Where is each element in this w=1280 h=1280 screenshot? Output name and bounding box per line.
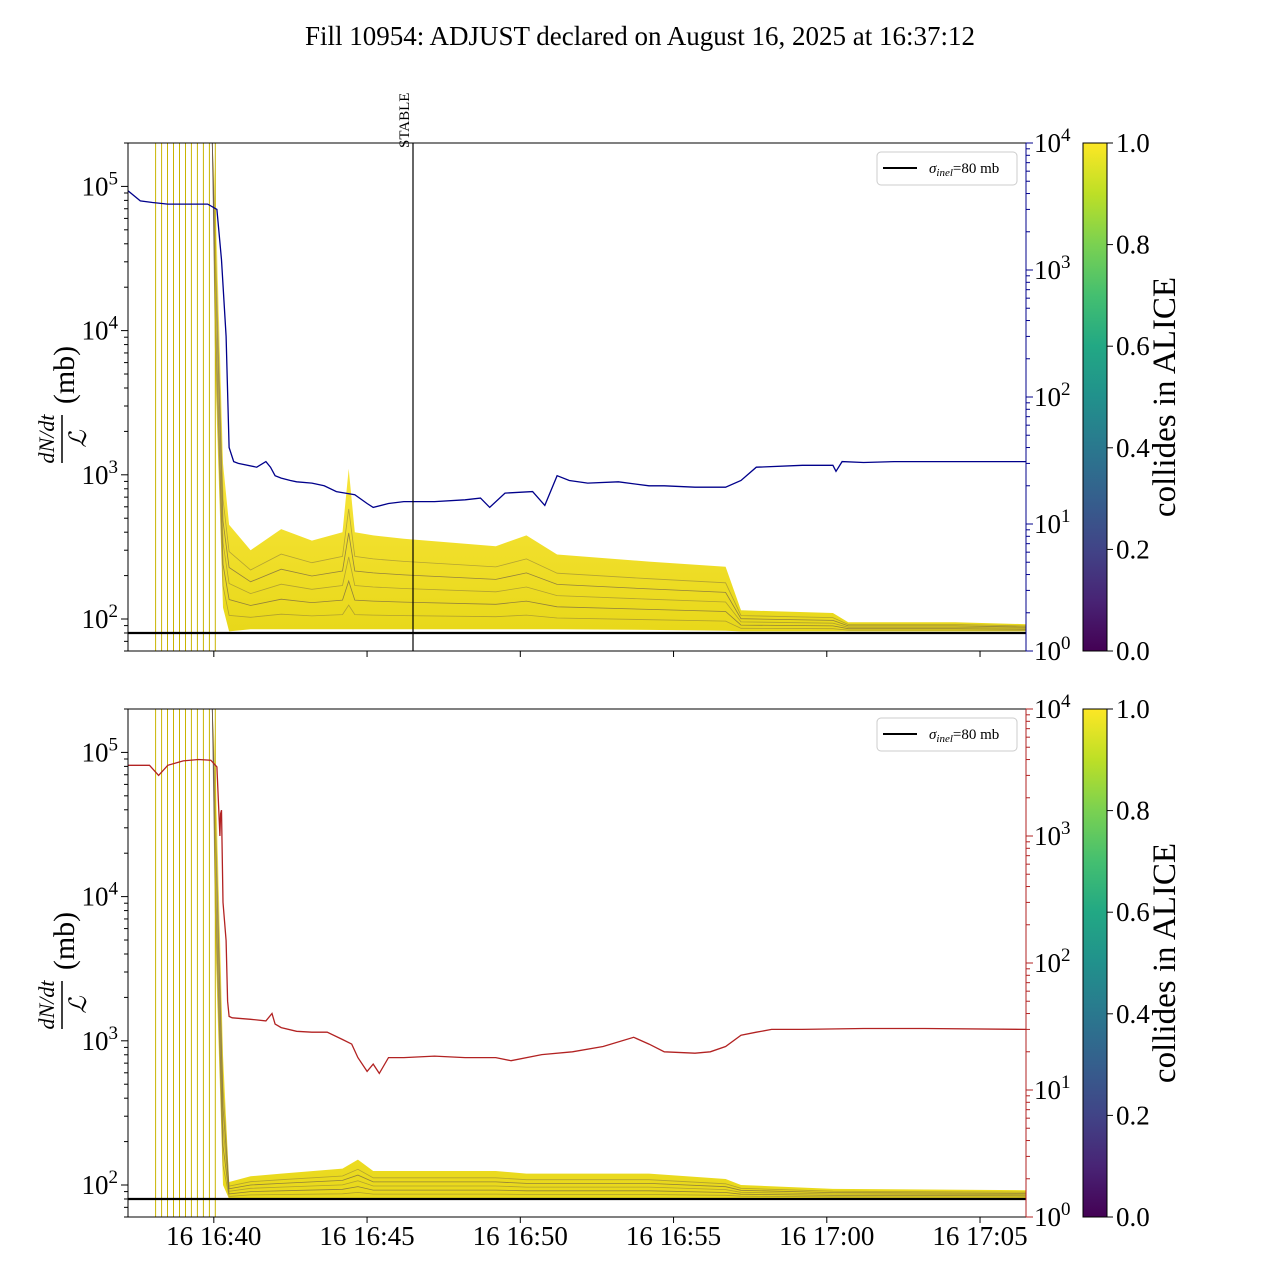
top-x-ticks — [213, 651, 981, 657]
y-tick-label: 104 — [82, 313, 119, 346]
bottom-legend-box — [876, 717, 1018, 752]
y2-tick-label: 104 — [1034, 691, 1071, 724]
bottom-x-ticks: 16 16:40 16 16:45 16 16:50 16 16:55 16 17:00… — [166, 1217, 1028, 1251]
top-y2-ticks: 100 101 102 103 104 — [1026, 125, 1071, 666]
y-tick-label: 103 — [82, 457, 119, 490]
bottom-colorbar-ticks: 0.0 0.2 0.4 0.6 0.8 1.0 — [1107, 694, 1150, 1232]
x-tick-label: 16 16:55 — [626, 1221, 721, 1251]
colorbar-tick-label: 0.4 — [1116, 999, 1150, 1029]
x-tick-label: 16 17:00 — [779, 1221, 874, 1251]
top-bunch-envelope — [155, 143, 1026, 651]
colorbar-tick-label: 0.0 — [1116, 1202, 1150, 1232]
top-colorbar: 0.0 0.2 0.4 0.6 0.8 1.0 collides in ALICE — [1082, 128, 1183, 666]
bunch-trace — [155, 143, 1026, 630]
colorbar-tick-label: 0.0 — [1116, 636, 1150, 666]
bunch-trace — [155, 143, 1026, 627]
right-axis-series-line — [128, 190, 1026, 509]
colorbar-tick-label: 0.8 — [1116, 230, 1150, 260]
y2-tick-label: 103 — [1034, 252, 1071, 285]
bottom-ylabel-numerator: dN/dt — [34, 980, 59, 1030]
y2-tick-label: 101 — [1034, 506, 1071, 539]
bottom-y-ticks: 102 103 104 105 — [82, 708, 128, 1218]
top-legend-text: σinel=80 mb — [929, 161, 999, 179]
top-plot-area — [128, 143, 1026, 651]
bunch-envelope-band — [155, 709, 1026, 1199]
bottom-plot-area — [128, 709, 1026, 1217]
bunch-envelope-band — [155, 143, 1026, 632]
x-tick-label: 16 16:45 — [319, 1221, 414, 1251]
y2-tick-label: 101 — [1034, 1072, 1071, 1105]
y2-tick-label: 104 — [1034, 125, 1071, 158]
x-tick-label: 16 16:40 — [166, 1221, 261, 1251]
bunch-trace — [155, 709, 1026, 1197]
top-y-ticks: 102 103 104 105 — [82, 142, 128, 652]
figure-title: Fill 10954: ADJUST declared on August 16… — [305, 21, 975, 51]
y2-tick-label: 102 — [1034, 379, 1071, 412]
bottom-bunch-envelope — [155, 709, 1026, 1217]
top-ylabel-unit: (mb) — [48, 346, 81, 404]
bottom-colorbar-gradient — [1082, 708, 1108, 1218]
bunch-trace — [155, 709, 1026, 1194]
bottom-ylabel: dN/dt ℒ (mb) — [34, 912, 92, 1030]
bottom-ylabel-denominator: ℒ — [66, 996, 92, 1014]
bottom-ylabel-unit: (mb) — [48, 912, 81, 970]
y2-tick-label: 103 — [1034, 818, 1071, 851]
colorbar-tick-label: 0.8 — [1116, 796, 1150, 826]
y-tick-label: 105 — [82, 734, 119, 767]
top-legend-box — [876, 151, 1018, 186]
bunch-trace — [155, 143, 1026, 631]
y-tick-label: 104 — [82, 879, 119, 912]
top-legend: σinel=80 mb — [876, 151, 1018, 186]
y-tick-label: 105 — [82, 168, 119, 201]
bunch-trace — [155, 143, 1026, 629]
colorbar-tick-label: 0.2 — [1116, 534, 1150, 564]
colorbar-tick-label: 0.2 — [1116, 1100, 1150, 1130]
y2-tick-label: 100 — [1034, 1199, 1071, 1232]
bottom-colorbar: 0.0 0.2 0.4 0.6 0.8 1.0 collides in ALICE — [1082, 694, 1183, 1232]
y2-tick-label: 100 — [1034, 633, 1071, 666]
x-tick-label: 16 16:50 — [473, 1221, 568, 1251]
stable-marker-label: STABLE — [397, 93, 413, 148]
x-tick-label: 16 17:05 — [932, 1221, 1027, 1251]
colorbar-tick-label: 0.4 — [1116, 433, 1150, 463]
bunch-trace — [155, 709, 1026, 1195]
colorbar-tick-label: 0.6 — [1116, 897, 1150, 927]
top-colorbar-gradient — [1082, 142, 1108, 652]
y-tick-label: 103 — [82, 1023, 119, 1056]
top-panel: STABLE 102 103 104 105 100 101 102 103 104 dN/d… — [34, 93, 1183, 666]
right-axis-series-line — [128, 758, 1026, 1075]
bottom-y2-ticks: 100 101 102 103 104 — [1026, 691, 1071, 1232]
top-ylabel: dN/dt ℒ (mb) — [34, 346, 92, 464]
colorbar-tick-label: 0.6 — [1116, 331, 1150, 361]
bunch-trace — [155, 709, 1026, 1193]
y2-tick-label: 102 — [1034, 945, 1071, 978]
bunch-trace — [155, 709, 1026, 1198]
top-series — [128, 190, 1026, 509]
colorbar-tick-label: 1.0 — [1116, 128, 1150, 158]
bottom-panel: 16 16:40 16 16:45 16 16:50 16 16:55 16 17:00… — [34, 691, 1183, 1251]
bottom-axes-frame — [127, 708, 1027, 1218]
top-ylabel-denominator: ℒ — [66, 430, 92, 448]
top-colorbar-title: collides in ALICE — [1147, 277, 1183, 517]
bottom-colorbar-title: collides in ALICE — [1147, 843, 1183, 1083]
bottom-legend-text: σinel=80 mb — [929, 727, 999, 745]
top-colorbar-ticks: 0.0 0.2 0.4 0.6 0.8 1.0 — [1107, 128, 1150, 666]
bunch-trace — [155, 143, 1026, 628]
bottom-legend: σinel=80 mb — [876, 717, 1018, 752]
colorbar-tick-label: 1.0 — [1116, 694, 1150, 724]
y-tick-label: 102 — [82, 601, 119, 634]
bottom-series — [128, 758, 1026, 1075]
top-ylabel-numerator: dN/dt — [34, 414, 59, 464]
y-tick-label: 102 — [82, 1167, 119, 1200]
